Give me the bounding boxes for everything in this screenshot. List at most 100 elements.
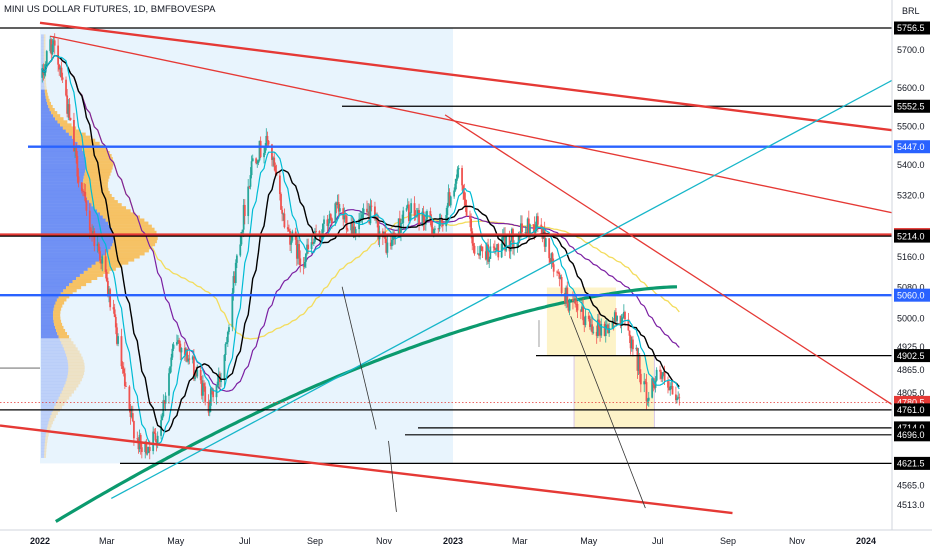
price-badge [894, 21, 930, 35]
candle-body [199, 369, 202, 381]
candle-body [445, 214, 448, 227]
time-tick-label: Nov [789, 536, 806, 546]
candle-body [75, 148, 78, 156]
candle-body [239, 244, 242, 256]
candle-body [306, 244, 308, 254]
candle-body [548, 238, 551, 259]
candle-body [179, 343, 182, 353]
candle-body [516, 242, 519, 248]
price-tick-label: 4780.5 [897, 398, 925, 408]
candle-body [359, 218, 362, 220]
chart-title: MINI US DOLLAR FUTURES, 1D, BMFBOVESPA [4, 4, 216, 15]
candle-body [305, 253, 307, 262]
candle-body [249, 175, 252, 187]
candle-body [417, 210, 419, 216]
candle-body [621, 317, 624, 319]
candle-body [473, 245, 476, 254]
candle-body [368, 211, 371, 224]
candle-body [544, 238, 547, 247]
candle-body [225, 342, 228, 344]
candle-body [68, 104, 71, 118]
candle-body [288, 229, 290, 232]
candle-body [267, 140, 270, 145]
candle-body [574, 300, 577, 304]
candle-body [675, 394, 677, 401]
candle-body [207, 401, 210, 413]
candle-body [342, 208, 345, 220]
candle-body [92, 231, 95, 235]
price-tick-label: 4761.0 [897, 405, 925, 415]
time-tick-label: Nov [376, 536, 393, 546]
candle-body [431, 227, 434, 235]
candle-body [178, 340, 181, 344]
candle-body [608, 328, 611, 333]
candle-body [429, 211, 432, 220]
candle-body [432, 229, 435, 235]
candle-body [635, 347, 638, 350]
projection-line-1[interactable] [341, 286, 377, 430]
price-tick-label: 5756.5 [897, 23, 925, 33]
candle-body [170, 357, 173, 367]
candle-body [637, 356, 640, 371]
candle-body [660, 371, 663, 379]
trendline-red-steep[interactable] [444, 114, 893, 406]
candle-body [413, 203, 416, 217]
candle-body [662, 371, 665, 376]
price-tick-label: 5600.0 [897, 83, 925, 93]
candle-body [354, 229, 357, 234]
candle-body [194, 373, 196, 380]
candle-body [243, 204, 246, 217]
candle-body [61, 77, 64, 80]
candle-body [478, 253, 480, 256]
candle-body [187, 358, 190, 362]
candle-body [476, 253, 479, 255]
candle-body [493, 247, 496, 250]
candle-body [140, 447, 143, 453]
candle-body [377, 221, 380, 240]
candle-body [551, 253, 554, 265]
candle-body [360, 218, 363, 219]
candle-body [186, 348, 188, 362]
price-tick-label: 4805.0 [897, 388, 925, 398]
candle-body [616, 315, 618, 321]
time-tick-label: 2022 [30, 536, 50, 546]
candle-body [191, 356, 194, 360]
candle-body [60, 67, 63, 78]
candle-body [131, 413, 134, 422]
trendline-red-middle[interactable] [50, 35, 893, 214]
trendline-red-lower[interactable] [0, 424, 733, 515]
candle-body [264, 147, 267, 153]
candle-body [496, 244, 499, 250]
candle-body [433, 228, 436, 230]
candle-body [331, 218, 333, 224]
candle-body [299, 258, 302, 266]
price-badge [894, 428, 930, 442]
candle-body [257, 160, 260, 163]
candle-body [492, 246, 495, 248]
trendline-cyan-rising[interactable] [110, 79, 893, 500]
projection-line-2[interactable] [388, 440, 397, 512]
price-tick-label: 4565.0 [897, 480, 925, 490]
candle-body [69, 117, 72, 121]
candle-body [592, 331, 595, 333]
candle-body [156, 435, 159, 445]
projection-line-3[interactable] [570, 316, 646, 509]
candle-body [457, 168, 460, 170]
price-tick-label: 4714.0 [897, 423, 925, 433]
candle-body [603, 323, 606, 336]
trendline-red-upper[interactable] [39, 21, 893, 132]
candle-body [251, 158, 254, 162]
candle-body [112, 307, 115, 310]
candle-body [241, 229, 244, 232]
candle-body [164, 395, 167, 404]
candle-body [402, 210, 405, 223]
candle-body [183, 347, 186, 355]
candle-body [550, 253, 553, 263]
candle-body [390, 239, 393, 247]
candle-body [526, 218, 529, 234]
candle-body [137, 439, 140, 450]
candle-body [234, 262, 237, 283]
candle-body [678, 397, 681, 399]
candle-body [101, 256, 104, 264]
